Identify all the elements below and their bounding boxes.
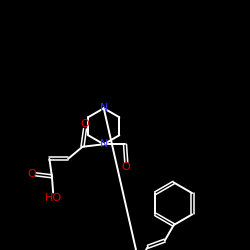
Text: O: O bbox=[122, 162, 130, 172]
Text: HO: HO bbox=[44, 192, 62, 202]
Text: O: O bbox=[80, 119, 89, 129]
Text: N: N bbox=[100, 103, 108, 113]
Text: N: N bbox=[100, 139, 108, 149]
Text: O: O bbox=[28, 169, 36, 179]
